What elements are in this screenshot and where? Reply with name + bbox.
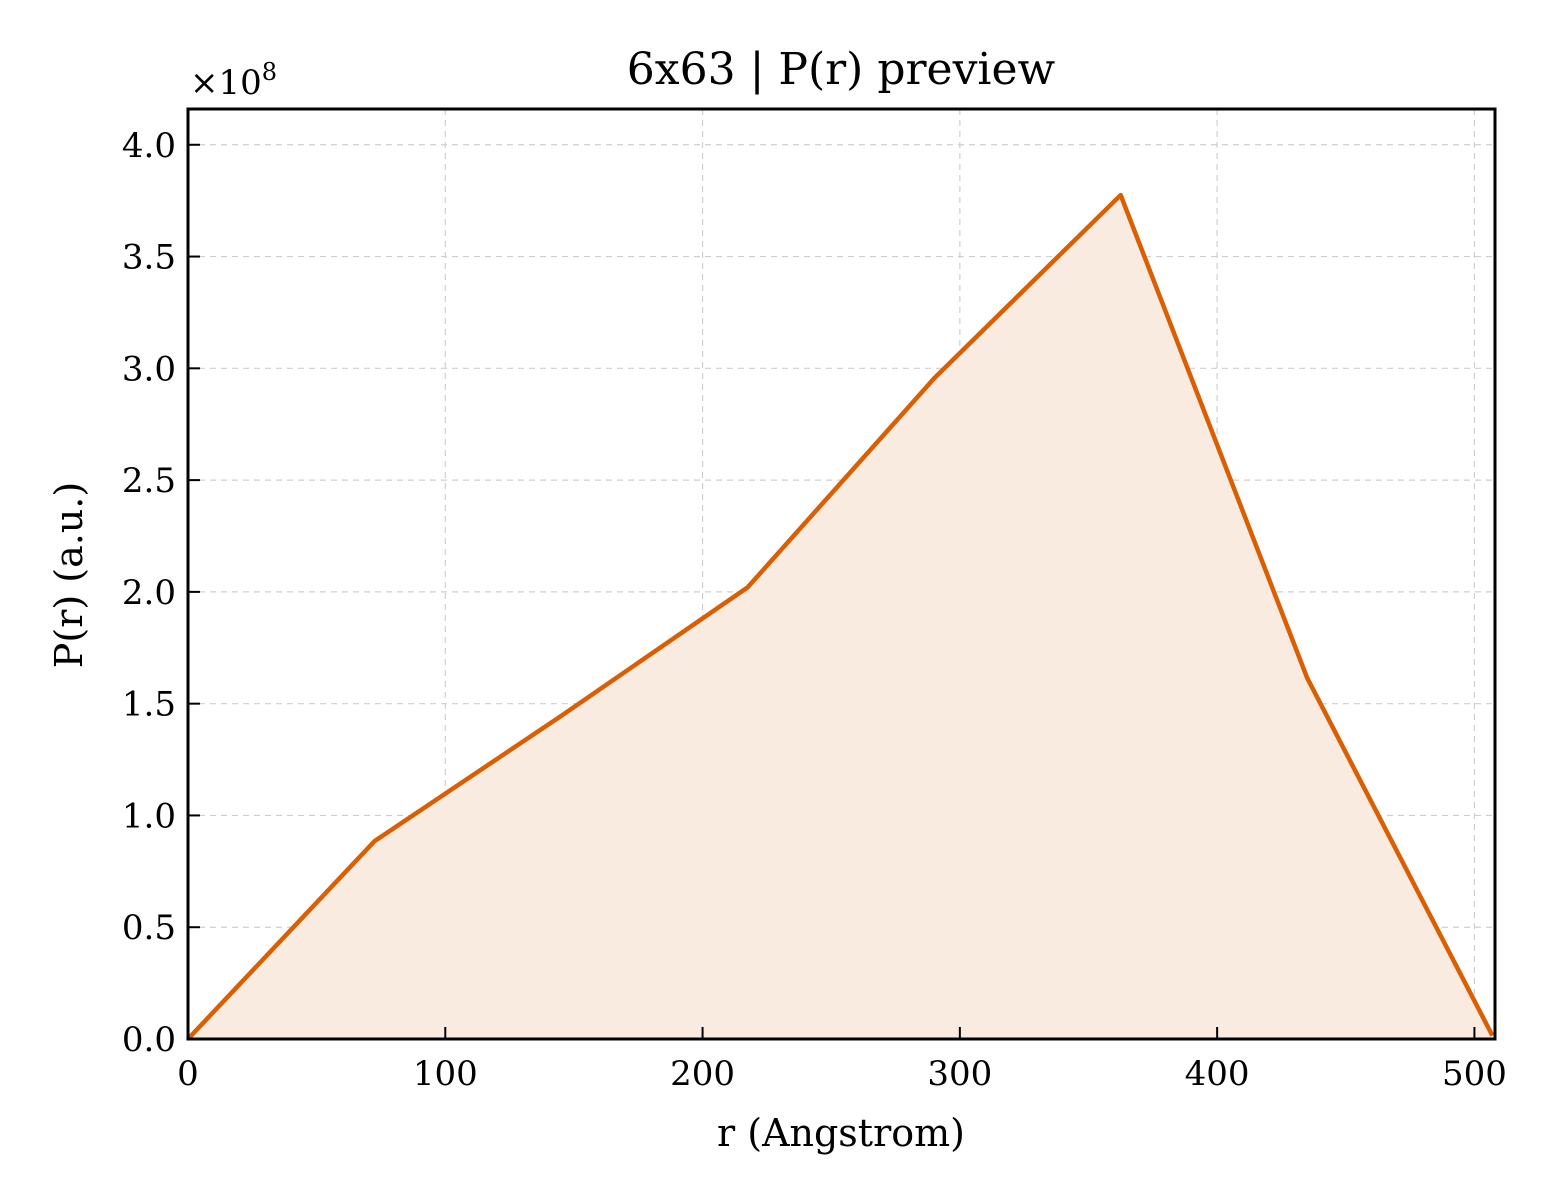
y-tick-label: 0.5 — [122, 908, 176, 948]
x-axis-ticks: 0 100 200 300 400 500 — [177, 1027, 1507, 1094]
x-tick-label: 100 — [413, 1054, 478, 1094]
y-tick-label: 3.0 — [122, 349, 176, 389]
y-axis-label: P(r) (a.u.) — [47, 482, 91, 668]
x-tick-label: 500 — [1442, 1054, 1507, 1094]
series-area-fill — [188, 195, 1493, 1040]
chart-title: 6x63 | P(r) preview — [627, 44, 1056, 95]
y-tick-label: 1.0 — [122, 796, 176, 836]
plot-frame — [186, 107, 1497, 1041]
y-tick-label: 1.5 — [122, 685, 176, 725]
y-tick-label: 2.5 — [122, 461, 176, 501]
y-tick-label: 2.0 — [122, 573, 176, 613]
series-line — [186, 192, 1495, 1041]
y-tick-label: 4.0 — [122, 126, 176, 166]
y-offset-label: ×108 — [190, 58, 277, 103]
y-axis-ticks: 0.0 0.5 1.0 1.5 2.0 2.5 3.0 3.5 4.0 — [122, 126, 200, 1060]
y-offset-exponent: 8 — [262, 58, 277, 86]
x-tick-label: 0 — [177, 1054, 199, 1094]
x-tick-label: 200 — [670, 1054, 735, 1094]
y-tick-label: 3.5 — [122, 238, 176, 278]
x-tick-label: 300 — [927, 1054, 992, 1094]
x-axis-label: r (Angstrom) — [717, 1111, 965, 1155]
y-offset-base: ×10 — [190, 63, 262, 103]
y-tick-label: 0.0 — [122, 1020, 176, 1060]
x-tick-label: 400 — [1185, 1054, 1250, 1094]
